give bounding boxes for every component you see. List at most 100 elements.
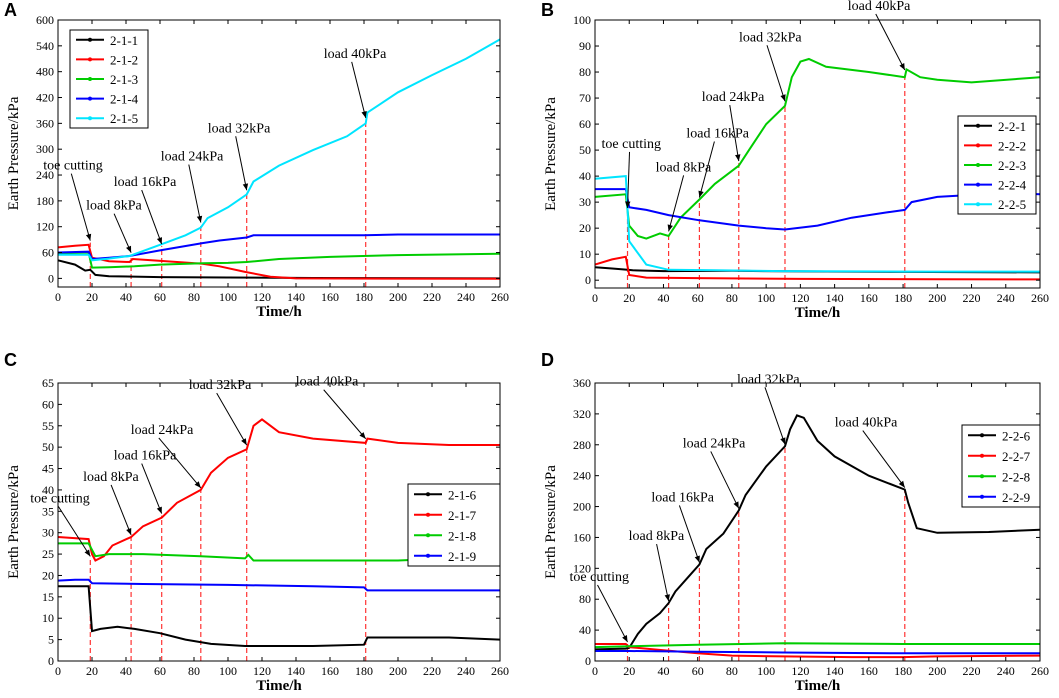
legend-marker xyxy=(976,202,980,207)
annotation-label: toe cutting xyxy=(30,491,90,506)
legend-label: 2-1-9 xyxy=(448,549,476,564)
annotation-label: load 32kPa xyxy=(189,378,252,393)
annotation-arrowhead xyxy=(361,110,367,118)
legend-label: 2-1-3 xyxy=(110,72,138,87)
annotation-arrowhead xyxy=(126,245,132,253)
x-tick-label: 120 xyxy=(253,290,271,304)
y-tick-label: 40 xyxy=(579,169,591,183)
y-tick-label: 50 xyxy=(42,440,54,454)
y-tick-label: 35 xyxy=(42,504,54,518)
series-line-2-1-5 xyxy=(58,38,501,262)
y-tick-label: 180 xyxy=(36,194,54,208)
annotation-arrow xyxy=(875,13,906,71)
y-tick-label: 0 xyxy=(585,654,591,668)
annotation-arrowhead xyxy=(194,481,201,488)
y-tick-label: 240 xyxy=(573,469,591,483)
x-tick-label: 120 xyxy=(791,291,809,305)
legend-marker xyxy=(88,37,92,42)
legend-marker xyxy=(976,182,980,187)
legend-label: 2-1-4 xyxy=(110,92,139,107)
y-tick-label: 30 xyxy=(42,526,54,540)
plot-frame xyxy=(594,382,1041,662)
x-tick-label: 20 xyxy=(623,291,635,305)
x-tick-label: 180 xyxy=(355,664,373,678)
annotation-arrowhead xyxy=(156,506,162,514)
legend-marker xyxy=(980,433,984,438)
y-tick-label: 0 xyxy=(48,271,54,285)
x-tick-label: 60 xyxy=(154,664,166,678)
annotation-arrowhead xyxy=(126,527,132,535)
legend-marker xyxy=(88,96,92,101)
x-tick-label: 140 xyxy=(287,290,305,304)
x-tick-label: 0 xyxy=(592,291,598,305)
x-tick-label: 220 xyxy=(423,290,441,304)
legend-label: 2-2-6 xyxy=(1002,428,1031,443)
annotation-arrow xyxy=(141,189,163,245)
annotation-arrow xyxy=(862,430,906,488)
y-tick-label: 90 xyxy=(579,39,591,53)
annotation-arrow xyxy=(216,392,248,446)
legend-label: 2-1-5 xyxy=(110,111,138,126)
y-tick-label: 60 xyxy=(42,246,54,260)
series-line-2-2-5 xyxy=(594,175,1040,273)
x-axis-label: Time/h xyxy=(795,305,841,321)
annotation-label: load 8kPa xyxy=(86,199,142,214)
panel-letter: C xyxy=(4,350,17,370)
x-tick-label: 240 xyxy=(997,291,1015,305)
annotation-label: load 32kPa xyxy=(208,121,271,136)
annotation-arrowhead xyxy=(625,201,631,208)
panel-B: B 0 20 40 60 80 100 120 140 160 180 200 220 240 260 0 10… xyxy=(541,0,1049,321)
legend-marker xyxy=(88,77,92,81)
annotation-label: toe cutting xyxy=(43,159,103,174)
x-tick-label: 240 xyxy=(997,664,1015,678)
y-tick-label: 120 xyxy=(36,220,54,234)
x-tick-label: 100 xyxy=(757,291,775,305)
y-axis-label: Earth Pressure/kPa xyxy=(543,97,559,211)
y-tick-label: 30 xyxy=(579,195,591,209)
annotation-label: load 8kPa xyxy=(656,160,712,175)
y-tick-label: 5 xyxy=(48,633,54,647)
legend-label: 2-2-8 xyxy=(1002,469,1030,484)
panel-letter: A xyxy=(4,0,17,20)
panel-C: C 0 20 40 60 80 100 120 140 160 180 200 220 240 260 0 5 1… xyxy=(4,350,509,694)
annotation-arrowhead xyxy=(196,215,203,223)
y-tick-label: 25 xyxy=(42,547,54,561)
x-tick-label: 0 xyxy=(592,664,598,678)
legend-marker xyxy=(426,512,430,517)
x-tick-label: 80 xyxy=(726,291,738,305)
annotation-arrow xyxy=(141,463,163,514)
annotation-label: load 32kPa xyxy=(739,30,802,45)
legend-marker xyxy=(980,494,984,499)
annotation-label: toe cutting xyxy=(602,137,662,152)
annotation-arrowhead xyxy=(242,183,249,191)
x-tick-label: 160 xyxy=(321,290,339,304)
legend-marker xyxy=(426,533,430,538)
annotation-arrow xyxy=(57,506,91,557)
annotation-arrow xyxy=(113,213,132,253)
annotation-arrow xyxy=(678,505,700,563)
y-tick-label: 15 xyxy=(42,590,54,604)
y-tick-label: 0 xyxy=(48,654,54,668)
legend-marker xyxy=(976,123,980,128)
x-tick-label: 220 xyxy=(963,291,981,305)
annotation-arrowhead xyxy=(84,549,91,557)
y-tick-label: 40 xyxy=(579,623,591,637)
x-tick-label: 160 xyxy=(321,664,339,678)
annotation-arrow xyxy=(70,173,91,241)
x-tick-label: 260 xyxy=(1031,664,1049,678)
y-tick-label: 540 xyxy=(36,39,54,53)
x-tick-label: 20 xyxy=(623,664,635,678)
y-tick-label: 200 xyxy=(573,500,591,514)
panel-D: D 0 20 40 60 80 100 120 140 160 180 200 220 240 260 0 40… xyxy=(541,350,1049,694)
x-tick-label: 240 xyxy=(457,290,475,304)
annotation-label: load 16kPa xyxy=(114,449,177,464)
series-line-2-1-6 xyxy=(58,585,501,647)
annotation-arrow xyxy=(710,451,740,509)
y-tick-label: 360 xyxy=(573,376,591,390)
annotation-arrow xyxy=(158,437,202,489)
legend-marker xyxy=(980,453,984,458)
y-tick-label: 65 xyxy=(42,376,54,390)
legend-box xyxy=(407,483,501,567)
annotation-label: load 24kPa xyxy=(161,150,224,165)
x-tick-label: 60 xyxy=(154,290,166,304)
